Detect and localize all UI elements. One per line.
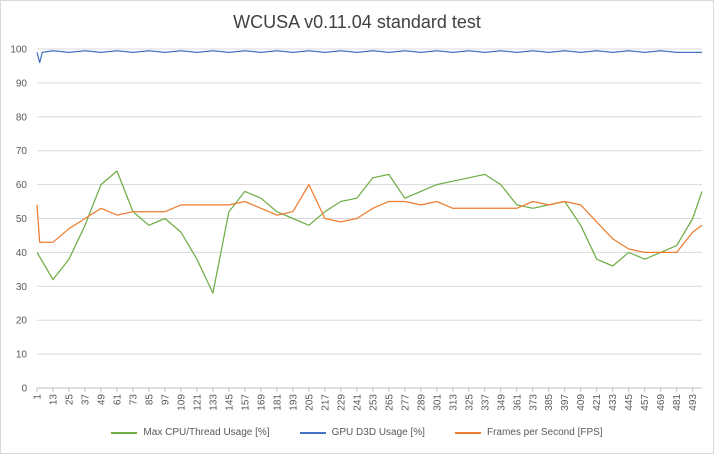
y-tick-label: 60 [16, 180, 28, 191]
x-tick-label: 277 [400, 394, 411, 411]
x-tick-label: 313 [448, 394, 459, 411]
x-tick-label: 409 [576, 394, 587, 411]
x-tick-label: 337 [480, 394, 491, 411]
y-tick-label: 20 [16, 316, 28, 327]
x-tick-label: 205 [304, 394, 315, 411]
x-tick-label: 265 [384, 394, 395, 411]
y-tick-label: 90 [16, 78, 28, 89]
legend-item: Max CPU/Thread Usage [%] [111, 427, 270, 438]
legend-label: Max CPU/Thread Usage [%] [143, 427, 270, 438]
x-tick-label: 241 [352, 394, 363, 411]
x-tick-label: 469 [656, 394, 667, 411]
x-tick-label: 133 [208, 394, 219, 411]
x-tick-label: 73 [128, 394, 139, 406]
y-tick-label: 0 [21, 384, 27, 395]
legend-swatch [299, 431, 326, 434]
x-tick-label: 445 [624, 394, 635, 411]
y-tick-label: 40 [16, 248, 28, 259]
x-tick-label: 289 [416, 394, 427, 411]
y-tick-label: 70 [16, 146, 28, 157]
x-tick-label: 157 [240, 394, 251, 411]
y-tick-label: 50 [16, 214, 28, 225]
legend-label: GPU D3D Usage [%] [331, 427, 425, 438]
y-tick-label: 30 [16, 282, 28, 293]
x-tick-label: 145 [224, 394, 235, 411]
x-tick-label: 1 [33, 394, 44, 400]
legend-swatch [454, 431, 481, 434]
x-tick-label: 253 [368, 394, 379, 411]
x-tick-label: 301 [432, 394, 443, 411]
x-tick-label: 49 [96, 394, 107, 406]
x-tick-label: 121 [192, 394, 203, 411]
x-tick-label: 397 [560, 394, 571, 411]
x-tick-label: 457 [640, 394, 651, 411]
x-tick-label: 229 [336, 394, 347, 411]
series-line-max-cpu-thread-usage [36, 170, 703, 294]
y-tick-label: 10 [16, 350, 28, 361]
x-tick-label: 109 [176, 394, 187, 411]
legend-item: GPU D3D Usage [%] [299, 427, 425, 438]
y-tick-label: 80 [16, 112, 28, 123]
series-line-gpu-d3d-usage [36, 50, 702, 64]
x-tick-label: 349 [496, 394, 507, 411]
x-axis-tick-labels: 1 13 25 37 49 61 73 85 97 109 121 133 145 157 169 181 19… [33, 388, 699, 411]
y-tick-label: 100 [10, 45, 27, 56]
legend-swatch [111, 431, 138, 434]
x-tick-label: 61 [112, 394, 123, 406]
x-tick-label: 97 [160, 394, 171, 406]
x-tick-label: 25 [64, 394, 75, 406]
x-tick-label: 181 [272, 394, 283, 411]
x-tick-label: 421 [592, 394, 603, 411]
x-tick-label: 37 [80, 394, 91, 406]
x-tick-label: 169 [256, 394, 267, 411]
legend-label: Frames per Second [FPS] [486, 427, 603, 438]
legend-item: Frames per Second [FPS] [454, 427, 603, 438]
series-line-frames-per-second-fps [36, 183, 703, 254]
x-tick-label: 493 [688, 394, 699, 411]
legend: Max CPU/Thread Usage [%] GPU D3D Usage [%… [0, 427, 714, 438]
gridlines [37, 48, 702, 389]
x-tick-label: 13 [48, 394, 59, 406]
x-tick-label: 193 [288, 394, 299, 411]
x-tick-label: 361 [512, 394, 523, 411]
x-tick-label: 481 [672, 394, 683, 411]
data-series [36, 50, 703, 294]
x-tick-label: 373 [528, 394, 539, 411]
chart-title: WCUSA v0.11.04 standard test [233, 12, 481, 32]
y-axis-tick-labels: 0 10 20 30 40 50 60 70 80 90 100 [10, 45, 27, 395]
x-tick-label: 85 [144, 394, 155, 406]
x-tick-label: 433 [608, 394, 619, 411]
x-tick-label: 325 [464, 394, 475, 411]
x-tick-label: 385 [544, 394, 555, 411]
x-tick-label: 217 [320, 394, 331, 411]
